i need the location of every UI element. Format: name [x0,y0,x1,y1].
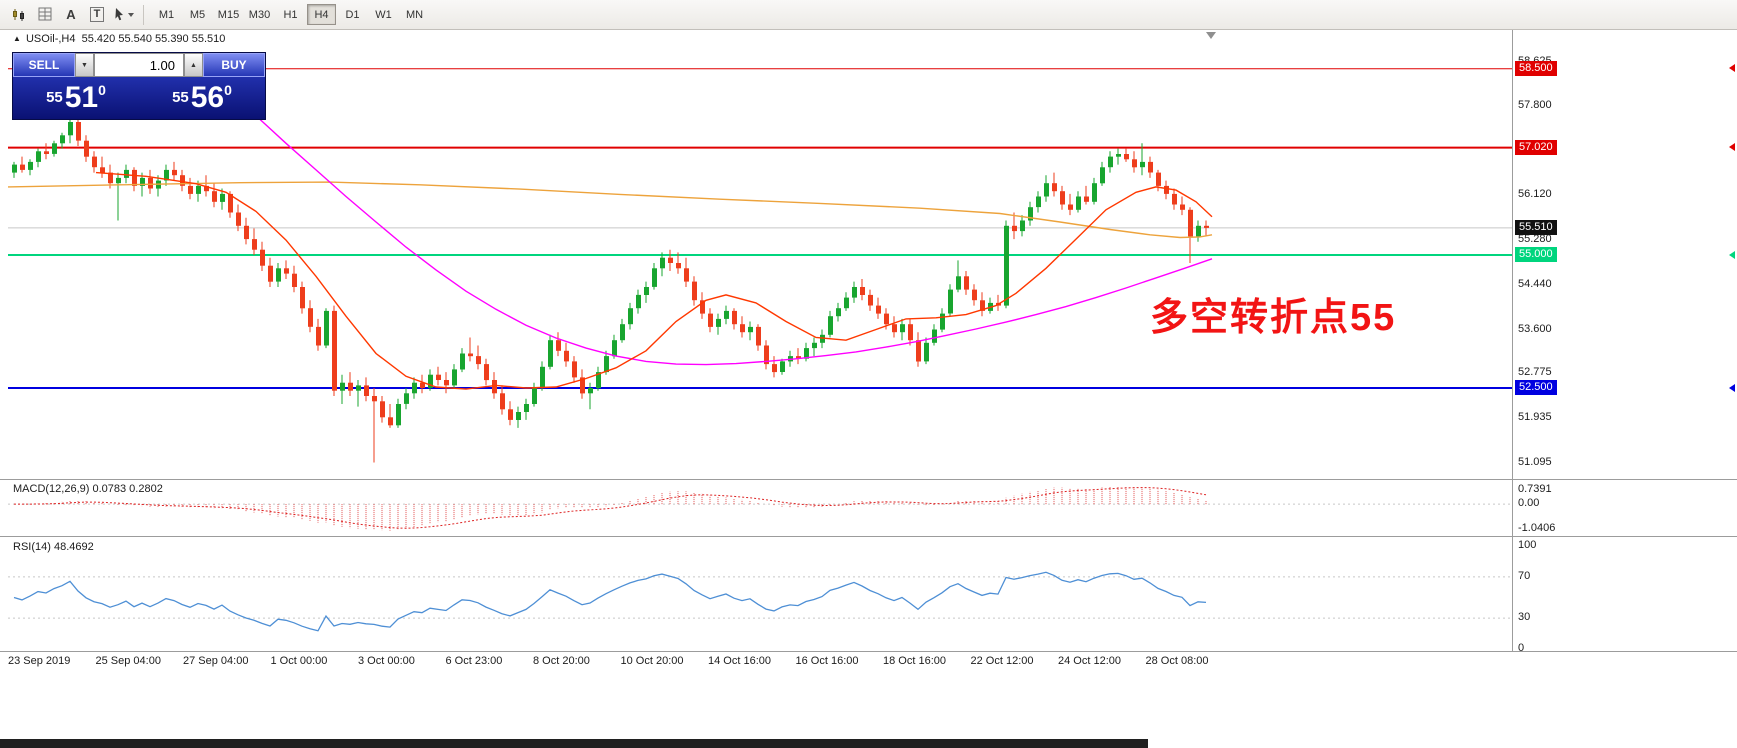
ma-fast-red [95,171,1213,390]
volume-increase-button[interactable]: ▲ [184,53,203,77]
sell-price-display[interactable]: 55510 [46,81,106,114]
ma-mid-magenta [225,86,1213,366]
level-price-badge: 58.500 [1515,60,1557,76]
date-label: 27 Sep 04:00 [183,655,249,667]
level-edge-marker [1729,251,1735,259]
date-label: 18 Oct 16:00 [883,655,946,667]
rsi-axis-tick: 100 [1518,539,1537,551]
current-price-badge: 55.510 [1515,219,1557,235]
date-label: 3 Oct 00:00 [358,655,415,667]
date-label: 6 Oct 23:00 [445,655,503,667]
level-edge-marker [1729,384,1735,392]
cursor-dropdown-caret[interactable] [127,12,134,17]
macd-histogram [21,486,1207,531]
buy-price-display[interactable]: 55560 [172,81,232,114]
toolbar-separator [143,4,144,25]
macd-signal-line [14,487,1207,529]
symbol-marker-icon: ▲ [13,34,21,43]
timeframe-button-d1[interactable]: D1 [338,4,367,25]
chart-header: ▲ USOil-,H4 55.420 55.540 55.390 55.510 [13,33,225,45]
level-edge-marker [1729,143,1735,151]
candlestick-chart[interactable] [8,30,1512,479]
rsi-axis-tick: 70 [1518,569,1531,582]
symbol-label: USOil-,H4 [25,33,76,45]
buy-button[interactable]: BUY [203,53,265,77]
chart-shift-marker-icon[interactable] [1206,32,1216,39]
macd-label: MACD(12,26,9) 0.0783 0.2802 [13,483,163,495]
price-tick: 52.775 [1518,366,1552,379]
macd-axis-tick: 0.7391 [1518,483,1552,495]
macd-pane: MACD(12,26,9) 0.0783 0.2802 [8,481,1512,535]
ohlc-values: 55.420 55.540 55.390 55.510 [81,33,226,45]
cursor-tool-icon[interactable] [111,4,135,26]
timeframe-button-h1[interactable]: H1 [276,4,305,25]
timeframe-button-m30[interactable]: M30 [245,4,274,25]
date-label: 28 Oct 08:00 [1145,655,1209,667]
date-label: 14 Oct 16:00 [708,655,771,667]
pane-divider [0,651,1737,652]
candles [12,116,1209,463]
indicators-grid-icon[interactable] [33,4,57,26]
price-tick: 56.120 [1518,188,1552,201]
text-label-glyph: T [89,7,105,22]
volume-decrease-button[interactable]: ▼ [75,53,94,77]
text-annotation-glyph: A [66,7,76,22]
rsi-axis-tick: 0 [1518,642,1525,654]
price-axis: 58.62557.80056.12055.28054.44053.60052.7… [1513,0,1737,748]
level-price-badge: 55.000 [1515,247,1557,263]
axis-separator [1512,30,1513,652]
bottom-scrollbar[interactable] [0,739,1148,748]
date-label: 8 Oct 20:00 [533,655,590,667]
timeframe-button-h4[interactable]: H4 [307,4,336,25]
sell-button[interactable]: SELL [13,53,75,77]
rsi-axis-tick: 30 [1518,611,1531,624]
date-label: 22 Oct 12:00 [970,655,1034,667]
one-click-trading-panel: SELL ▼ ▲ BUY 55510 55560 [12,52,266,120]
date-label: 24 Oct 12:00 [1058,655,1121,667]
macd-chart [8,486,1512,531]
date-label: 1 Oct 00:00 [270,655,328,667]
level-price-badge: 52.500 [1515,380,1557,396]
rsi-chart [8,571,1512,632]
price-tick: 53.600 [1518,322,1552,335]
rsi-label: RSI(14) 48.4692 [13,541,94,553]
timeframe-button-m5[interactable]: M5 [183,4,212,25]
timeframe-toolbar: M1 M5 M15 M30 H1 H4 D1 W1 MN [151,4,430,25]
date-label: 25 Sep 04:00 [95,655,161,667]
price-tick: 51.935 [1518,411,1552,424]
text-annotation-icon[interactable]: A [59,4,83,26]
pane-divider[interactable] [0,536,1737,537]
text-label-icon[interactable]: T [85,4,109,26]
timeframe-button-m1[interactable]: M1 [152,4,181,25]
price-tick: 51.095 [1518,455,1552,468]
macd-axis-tick: 0.00 [1518,497,1540,510]
date-label: 23 Sep 2019 [8,655,71,667]
top-toolbar: A T M1 M5 M15 M30 H1 H4 D1 W1 MN [0,0,1737,30]
rsi-pane: RSI(14) 48.4692 [8,539,1512,651]
pane-divider[interactable] [0,479,1737,480]
date-axis: 23 Sep 2019 25 Sep 04:00 27 Sep 04:00 1 Oct… [8,655,1512,671]
volume-input[interactable] [94,53,184,77]
chart-annotation: 多空转折点55 [1150,297,1397,339]
timeframe-button-w1[interactable]: W1 [369,4,398,25]
candlestick-chart-icon[interactable] [7,4,31,26]
price-tick: 55.280 [1518,233,1552,246]
level-edge-marker [1729,64,1735,72]
level-price-badge: 57.020 [1515,139,1557,155]
timeframe-button-mn[interactable]: MN [400,4,429,25]
chart-window[interactable]: ▲ USOil-,H4 55.420 55.540 55.390 55.510 … [8,30,1512,479]
date-label: 16 Oct 16:00 [795,655,859,667]
rsi-line [13,571,1207,632]
date-label: 10 Oct 20:00 [620,655,684,667]
price-tick: 54.440 [1518,277,1552,290]
macd-axis-tick: -1.0406 [1518,522,1556,534]
timeframe-button-m15[interactable]: M15 [214,4,243,25]
price-tick: 57.800 [1518,99,1552,112]
ma-slow-orange [8,181,1213,239]
